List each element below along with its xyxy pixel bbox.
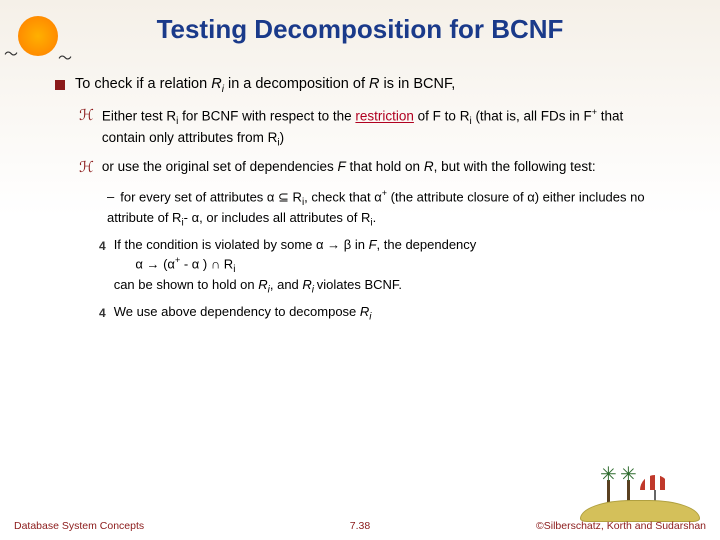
number-bullet-icon: 4 (99, 305, 106, 324)
text: . (373, 210, 377, 225)
text-italic: R (369, 76, 379, 92)
text: of F to R (414, 109, 470, 124)
text: α → (α (135, 256, 175, 271)
text-italic: R (211, 76, 221, 92)
text-italic: R (258, 277, 267, 292)
bullet-level4: 4 If the condition is violated by some α… (99, 236, 670, 297)
text: (that is, all FDs in F (472, 109, 592, 124)
bird-icon: 〜 (58, 48, 72, 68)
text: We use above dependency to decompose (114, 304, 360, 319)
text: in a decomposition of (224, 76, 369, 92)
dash-bullet-icon: – (107, 189, 114, 204)
footer-center: 7.38 (350, 520, 370, 532)
text-italic: F (338, 159, 346, 174)
bird-icon: 〜 (4, 44, 18, 64)
script-bullet-icon: ℋ (79, 106, 94, 150)
text-italic: R (424, 159, 434, 174)
slide-title: Testing Decomposition for BCNF (0, 0, 720, 45)
footer-left: Database System Concepts (14, 520, 144, 532)
bullet-level4: 4 We use above dependency to decompose R… (99, 303, 670, 324)
slide-footer: Database System Concepts 7.38 ©Silbersch… (0, 520, 720, 532)
script-bullet-icon: ℋ (79, 158, 94, 178)
number-bullet-icon: 4 (99, 238, 106, 297)
island-decoration: ✳ ✳ (580, 452, 700, 522)
text: for every set of attributes α ⊆ R (120, 189, 302, 204)
bullet-level2: ℋ or use the original set of dependencie… (79, 158, 670, 178)
text: - α, or includes all attributes of R (184, 210, 371, 225)
text: , and (270, 277, 303, 292)
text: for BCNF with respect to the (178, 109, 355, 124)
text: To check if a relation (75, 76, 211, 92)
text-italic: R (302, 277, 311, 292)
bullet-level2: ℋ Either test Ri for BCNF with respect t… (79, 106, 670, 150)
emphasized-text: restriction (355, 109, 414, 124)
text: If the condition is violated by some α →… (114, 237, 369, 252)
text: Either test R (102, 109, 176, 124)
bullet-level1: To check if a relation Ri in a decomposi… (55, 75, 670, 96)
subscript: i (369, 312, 371, 323)
text: or use the original set of dependencies (102, 159, 338, 174)
text: - α ) ∩ R (180, 256, 233, 271)
footer-right: ©Silberschatz, Korth and Sudarshan (536, 520, 706, 532)
subscript: i (233, 264, 235, 275)
text: violates BCNF. (317, 277, 402, 292)
text-italic: F (369, 237, 377, 252)
text: that hold on (346, 159, 424, 174)
slide-content: To check if a relation Ri in a decomposi… (0, 45, 720, 324)
bullet-level3: –for every set of attributes α ⊆ Ri, che… (107, 187, 670, 231)
text-italic: R (360, 304, 369, 319)
text: , check that α (304, 189, 382, 204)
text: can be shown to hold on (114, 277, 259, 292)
text: is in BCNF, (380, 76, 456, 92)
text: ) (280, 130, 285, 145)
text: , the dependency (377, 237, 477, 252)
square-bullet-icon (55, 80, 65, 90)
text: , but with the following test: (434, 159, 596, 174)
